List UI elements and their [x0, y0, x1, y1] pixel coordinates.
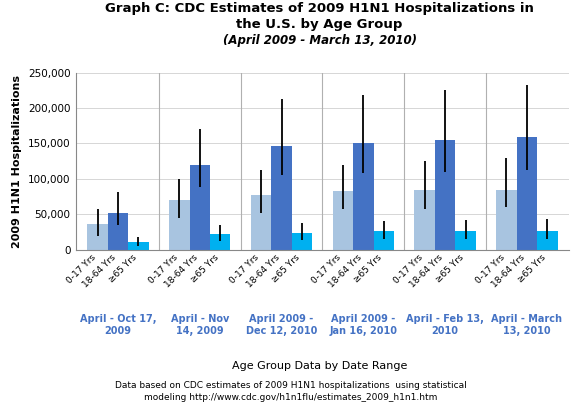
Text: April - Oct 17,
2009: April - Oct 17, 2009: [80, 314, 156, 336]
Text: Graph C: CDC Estimates of 2009 H1N1 Hospitalizations in: Graph C: CDC Estimates of 2009 H1N1 Hosp…: [105, 2, 534, 15]
Bar: [169, 200, 189, 250]
Bar: [435, 140, 456, 250]
Bar: [210, 234, 231, 250]
Text: Data based on CDC estimates of 2009 H1N1 hospitalizations  using statistical: Data based on CDC estimates of 2009 H1N1…: [114, 381, 467, 390]
Bar: [271, 145, 292, 250]
Text: modeling http://www.cdc.gov/h1n1flu/estimates_2009_h1n1.htm: modeling http://www.cdc.gov/h1n1flu/esti…: [144, 393, 437, 402]
Text: April - Feb 13,
2010: April - Feb 13, 2010: [406, 314, 484, 336]
Bar: [353, 143, 374, 250]
Bar: [128, 242, 149, 250]
Text: April 2009 -
Jan 16, 2010: April 2009 - Jan 16, 2010: [329, 314, 397, 336]
Bar: [537, 231, 558, 250]
Bar: [456, 231, 476, 250]
Text: (April 2009 - March 13, 2010): (April 2009 - March 13, 2010): [223, 34, 417, 47]
Bar: [496, 189, 517, 250]
Text: Age Group Data by Date Range: Age Group Data by Date Range: [232, 361, 407, 371]
Bar: [374, 231, 394, 250]
Bar: [189, 165, 210, 250]
Bar: [108, 213, 128, 250]
Bar: [414, 190, 435, 250]
Text: April - Nov
14, 2009: April - Nov 14, 2009: [171, 314, 229, 336]
Bar: [517, 137, 537, 250]
Bar: [87, 224, 108, 250]
Text: April - March
13, 2010: April - March 13, 2010: [492, 314, 562, 336]
Text: the U.S. by Age Group: the U.S. by Age Group: [236, 18, 403, 31]
Bar: [292, 233, 312, 250]
Bar: [251, 195, 271, 250]
Bar: [333, 191, 353, 250]
Text: April 2009 -
Dec 12, 2010: April 2009 - Dec 12, 2010: [246, 314, 317, 336]
Y-axis label: 2009 H1N1 Hospitalizations: 2009 H1N1 Hospitalizations: [12, 75, 23, 248]
